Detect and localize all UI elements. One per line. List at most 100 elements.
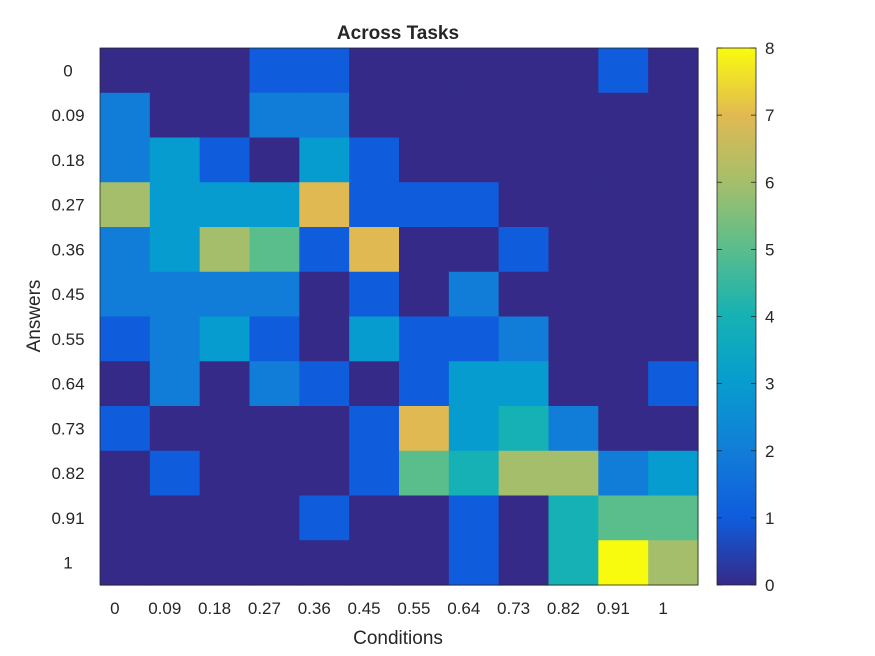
heatmap-cell	[448, 137, 500, 183]
heatmap-cell	[648, 92, 699, 139]
heatmap-cell	[299, 450, 350, 497]
heatmap-cell	[249, 406, 300, 452]
heatmap-cell	[448, 182, 500, 228]
heatmap-cell	[399, 406, 450, 452]
heatmap-cell	[349, 450, 400, 497]
heatmap-cell	[199, 406, 251, 452]
y-tick-label: 0.18	[51, 151, 84, 170]
heatmap-cell	[399, 271, 450, 318]
x-tick-label: 0	[110, 599, 119, 618]
colorbar-gradient	[716, 47, 757, 586]
heatmap-cell	[399, 48, 450, 94]
heatmap-cell	[149, 316, 201, 362]
heatmap-cell	[100, 406, 151, 452]
heatmap-cell	[399, 495, 450, 541]
heatmap-cell	[349, 271, 400, 318]
plot-frame	[99, 47, 699, 586]
colorbar-tick-label: 7	[765, 106, 774, 125]
heatmap-cell	[648, 48, 699, 94]
heatmap-cell	[399, 316, 450, 362]
heatmap-cell	[598, 406, 649, 452]
heatmap-cell	[598, 48, 649, 94]
heatmap-cell	[448, 406, 500, 452]
heatmap-cell	[399, 227, 450, 273]
heatmap-cell	[648, 495, 699, 541]
y-tick-label: 0.73	[51, 419, 84, 438]
heatmap-cell	[100, 137, 151, 183]
x-tick-label: 0.91	[597, 599, 630, 618]
heatmap-cell	[399, 361, 450, 407]
heatmap-cell	[349, 137, 400, 183]
heatmap-cell	[648, 450, 699, 497]
heatmap-cell	[299, 182, 350, 228]
heatmap-cell	[299, 227, 350, 273]
heatmap-cell	[149, 271, 201, 318]
heatmap-cell	[199, 495, 251, 541]
heatmap-cell	[349, 316, 400, 362]
heatmap-cell	[349, 182, 400, 228]
x-tick-labels: 0 0.09 0.18 0.27 0.36 0.45 0.55 0.64 0.73 0.82 0.9…	[110, 599, 668, 618]
heatmap-cell	[498, 406, 550, 452]
heatmap-cell	[448, 316, 500, 362]
heatmap-cell	[299, 48, 350, 94]
colorbar: 0 1 2 3 4 5 6 7 8	[716, 39, 774, 595]
x-tick-label: 0.18	[198, 599, 231, 618]
y-tick-labels: 0 0.09 0.18 0.27 0.36 0.45 0.55 0.64 0.73 0.82 0.9…	[51, 61, 84, 572]
y-tick-label: 1	[63, 554, 72, 573]
heatmap-cell	[100, 92, 151, 139]
heatmap-cell	[548, 361, 599, 407]
heatmap-cell	[299, 316, 350, 362]
heatmap-cell	[249, 316, 300, 362]
heatmap-cell	[349, 227, 400, 273]
heatmap-cell	[548, 406, 599, 452]
heatmap-cell	[249, 495, 300, 541]
heatmap-cell	[100, 495, 151, 541]
heatmap-cell	[349, 361, 400, 407]
heatmap-cell	[548, 450, 599, 497]
x-tick-label: 0.45	[348, 599, 381, 618]
heatmap-cell	[299, 361, 350, 407]
heatmap-cell	[149, 92, 201, 139]
heatmap-cell	[548, 540, 599, 586]
heatmap-cell	[498, 316, 550, 362]
heatmap-cell	[498, 48, 550, 94]
heatmap-cell	[648, 227, 699, 273]
x-tick-label: 0.55	[397, 599, 430, 618]
heatmap-cell	[399, 92, 450, 139]
heatmap-cell	[548, 137, 599, 183]
heatmap-cell	[299, 271, 350, 318]
heatmap-cell	[299, 540, 350, 586]
x-tick-label: 0.73	[497, 599, 530, 618]
heatmap-cell	[199, 361, 251, 407]
heatmap-cell	[648, 361, 699, 407]
heatmap-cell	[149, 361, 201, 407]
heatmap-cell	[448, 450, 500, 497]
heatmap-cell	[648, 137, 699, 183]
heatmap-cell	[648, 316, 699, 362]
heatmap-cell	[299, 137, 350, 183]
y-tick-label: 0.82	[51, 464, 84, 483]
heatmap-cell	[199, 137, 251, 183]
heatmap-cell	[548, 227, 599, 273]
heatmap-cell	[598, 92, 649, 139]
heatmap-cell	[349, 48, 400, 94]
heatmap-cell	[149, 540, 201, 586]
y-tick-label: 0	[63, 61, 72, 80]
heatmap-cell	[299, 92, 350, 139]
heatmap-cell	[249, 361, 300, 407]
x-tick-label: 0.82	[547, 599, 580, 618]
heatmap-cell	[498, 540, 550, 586]
heatmap-cell	[498, 137, 550, 183]
heatmap-cell	[249, 182, 300, 228]
heatmap-cell	[448, 92, 500, 139]
x-axis-label: Conditions	[353, 628, 443, 649]
heatmap-cell	[299, 495, 350, 541]
heatmap-cell	[199, 227, 251, 273]
y-tick-label: 0.45	[51, 285, 84, 304]
heatmap-cell	[399, 137, 450, 183]
heatmap-cell	[648, 271, 699, 318]
heatmap-cell	[399, 540, 450, 586]
heatmap-cell	[498, 361, 550, 407]
heatmap-cell	[498, 92, 550, 139]
